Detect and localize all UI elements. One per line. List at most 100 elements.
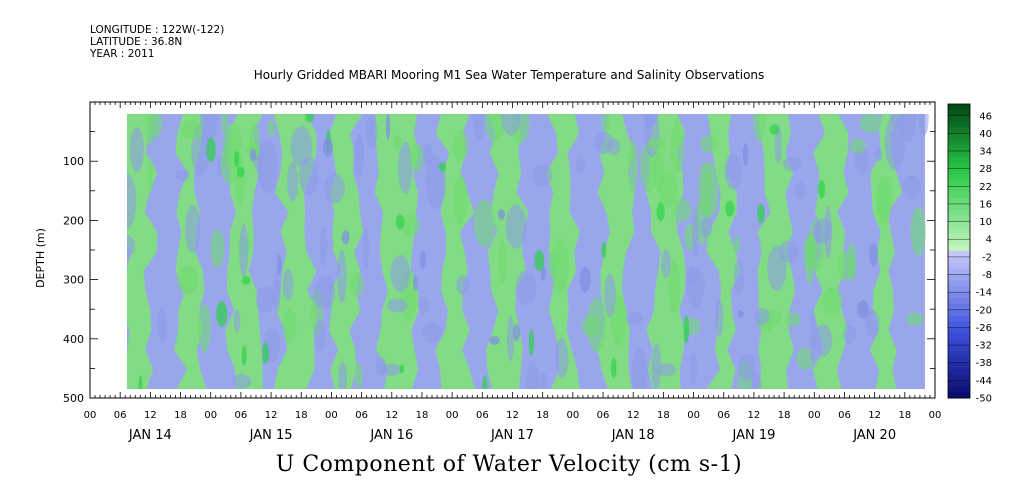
x-hour-tick-label: 12 [627, 410, 640, 421]
negative-patch [421, 322, 443, 343]
colorbar-cell [948, 392, 970, 399]
positive-patch [453, 174, 468, 225]
colorbar-label: 40 [979, 129, 992, 140]
negative-patch [778, 240, 800, 263]
strong-patch [138, 375, 143, 389]
negative-patch [324, 173, 345, 204]
negative-patch [794, 181, 806, 200]
latitude-label: LATITUDE : 36.8N [90, 36, 183, 48]
positive-patch [821, 287, 843, 315]
colorbar-cell [948, 268, 970, 276]
colorbar-cell [948, 109, 970, 117]
negative-patch [692, 209, 699, 259]
colorbar-label: 46 [979, 111, 992, 122]
strong-patch [737, 310, 744, 319]
colorbar-cell [948, 174, 970, 181]
positive-patch [753, 114, 766, 142]
strong-patch [241, 345, 247, 366]
negative-patch [337, 249, 347, 304]
negative-patch [501, 114, 521, 136]
negative-patch [287, 161, 299, 202]
strong-patch [236, 166, 245, 178]
strong-patch [683, 315, 690, 344]
negative-patch [918, 114, 929, 137]
x-hour-tick-label: 00 [325, 410, 338, 421]
positive-patch [849, 138, 866, 154]
negative-patch [418, 297, 430, 315]
positive-patch [350, 272, 364, 297]
colorbar-cell [948, 251, 970, 258]
positive-patch [601, 114, 610, 134]
strong-patch [341, 230, 350, 245]
negative-patch [299, 156, 320, 196]
strong-patch [216, 301, 228, 327]
negative-patch [689, 352, 697, 386]
positive-patch [267, 119, 276, 137]
colorbar-cell [948, 274, 970, 281]
positive-patch [147, 156, 154, 195]
negative-patch [657, 363, 676, 377]
negative-patch [864, 309, 880, 338]
positive-patch [796, 347, 815, 370]
negative-patch [398, 141, 413, 194]
positive-patch [551, 238, 569, 294]
strong-patch [497, 209, 506, 220]
negative-patch [472, 114, 486, 142]
strong-patch [399, 364, 405, 374]
colorbar-cell [948, 362, 970, 370]
colorbar-cell [948, 127, 970, 134]
positive-patch [498, 239, 506, 284]
negative-patch [256, 285, 275, 313]
colorbar-cell [948, 168, 970, 176]
negative-patch [532, 164, 553, 187]
colorbar-cell [948, 386, 970, 393]
negative-patch [525, 359, 540, 389]
strong-patch [395, 214, 405, 230]
negative-patch [661, 249, 672, 278]
strong-patch [489, 336, 500, 346]
colorbar-cell [948, 192, 970, 199]
negative-patch [456, 275, 470, 295]
negative-patch [843, 324, 857, 344]
negative-patch [555, 338, 569, 379]
colorbar-label: -38 [976, 358, 992, 369]
y-tick-label: 400 [63, 333, 84, 346]
negative-patch [362, 227, 370, 270]
x-hour-tick-label: 12 [265, 410, 278, 421]
positive-band [486, 114, 529, 389]
metadata-block: LONGITUDE : 122W(-122) LATITUDE : 36.8N … [90, 24, 224, 60]
negative-patch [701, 216, 713, 238]
colorbar-cell [948, 227, 970, 234]
x-hour-tick-label: 18 [174, 410, 187, 421]
negative-patch [575, 155, 585, 175]
colorbar-label: 28 [979, 164, 992, 175]
x-hour-tick-label: 12 [385, 410, 398, 421]
positive-patch [859, 114, 882, 134]
strong-patch [769, 124, 780, 135]
colorbar: 46 40 34 28 22 16 10 4 -2 -8 -14 -20 -26 -32 -38 -44 -50 [947, 103, 992, 405]
colorbar-cell [948, 104, 970, 111]
positive-patch [628, 139, 639, 192]
positive-patch [392, 135, 402, 151]
negative-patch [199, 114, 218, 141]
negative-patch [651, 343, 661, 389]
negative-patch [365, 114, 378, 150]
colorbar-cell [948, 203, 970, 211]
positive-patch [409, 143, 424, 173]
negative-patch [290, 126, 313, 167]
colorbar-cell [948, 156, 970, 164]
negative-patch [631, 348, 648, 389]
positive-patch [658, 170, 678, 208]
x-hour-tick-label: 18 [416, 410, 429, 421]
negative-patch [736, 353, 756, 381]
negative-patch [753, 307, 770, 325]
positive-patch [198, 304, 211, 353]
positive-patch [698, 161, 712, 217]
strong-patch [413, 275, 418, 291]
colorbar-cell [948, 162, 970, 170]
strong-patch [540, 265, 546, 282]
colorbar-cell [948, 245, 970, 252]
x-hour-tick-label: 12 [748, 410, 761, 421]
colorbar-cell [948, 298, 970, 305]
heatmap-field [127, 114, 929, 389]
